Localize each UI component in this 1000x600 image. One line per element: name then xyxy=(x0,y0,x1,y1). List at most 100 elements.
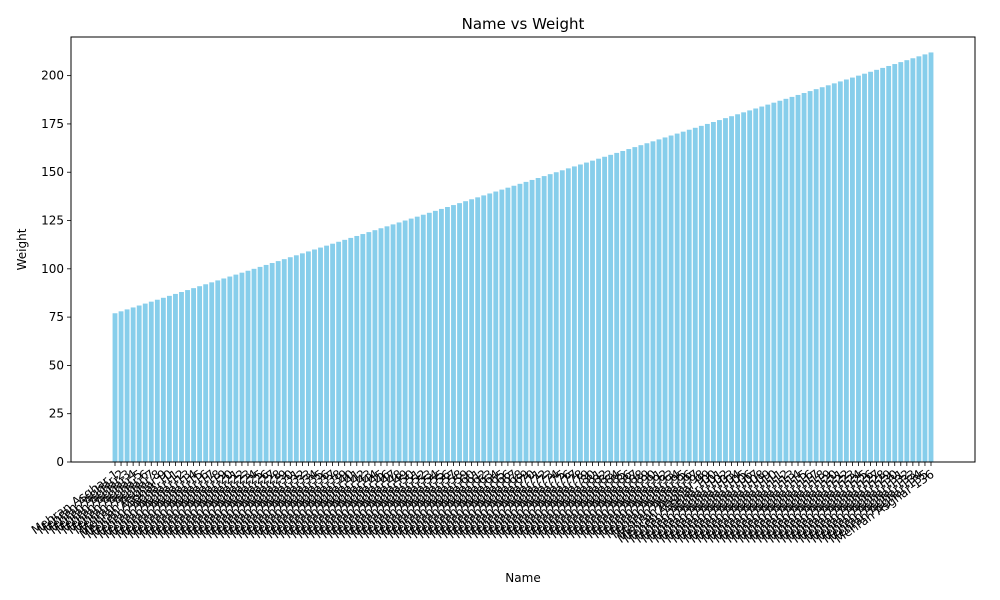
bar xyxy=(112,313,118,462)
bar xyxy=(753,108,759,462)
y-axis-label: Weight xyxy=(15,228,29,270)
bar xyxy=(596,158,601,462)
bar xyxy=(499,189,505,463)
bar xyxy=(559,170,565,463)
bar xyxy=(650,141,656,462)
bar xyxy=(306,251,311,462)
bar xyxy=(257,266,263,462)
bar xyxy=(481,195,487,462)
bar xyxy=(360,234,366,462)
bar xyxy=(154,299,160,462)
bar xyxy=(445,207,450,462)
bar xyxy=(118,311,124,462)
bar xyxy=(813,89,819,462)
y-tick-label: 0 xyxy=(56,455,64,469)
bar xyxy=(318,247,323,462)
bar xyxy=(487,193,493,463)
bar xyxy=(771,102,777,463)
bar xyxy=(281,259,287,462)
bar xyxy=(892,64,898,463)
bar xyxy=(868,71,873,463)
bar xyxy=(324,245,329,462)
bar xyxy=(221,278,227,462)
bar xyxy=(735,114,740,463)
bar xyxy=(451,205,456,462)
bar xyxy=(747,110,753,462)
y-tick-label: 75 xyxy=(49,310,64,324)
bar xyxy=(692,127,698,463)
bar xyxy=(856,75,861,462)
bar xyxy=(837,81,843,463)
y-tick-label: 200 xyxy=(41,69,64,83)
bar xyxy=(432,210,438,462)
bar xyxy=(916,56,922,462)
y-axis: 0 25 50 75 100 125 150 175 200 xyxy=(41,69,71,469)
bar xyxy=(578,164,583,462)
bar xyxy=(166,295,172,462)
bar xyxy=(801,93,807,463)
bar xyxy=(287,257,293,462)
y-tick-label: 100 xyxy=(41,262,64,276)
bar xyxy=(366,232,372,462)
bar xyxy=(656,139,662,462)
bar xyxy=(584,162,589,462)
bar xyxy=(928,52,934,462)
bar xyxy=(396,222,402,462)
bar xyxy=(493,191,499,463)
bar xyxy=(922,54,928,462)
bar xyxy=(626,149,632,463)
bar xyxy=(862,73,867,462)
bar xyxy=(819,87,825,462)
chart-title: Name vs Weight xyxy=(462,15,585,33)
bar xyxy=(886,65,892,462)
bar xyxy=(807,91,813,462)
y-tick-label: 150 xyxy=(41,165,64,179)
bar xyxy=(620,150,626,463)
bar xyxy=(777,100,783,462)
bar xyxy=(475,197,481,462)
bar xyxy=(233,274,239,462)
x-axis-label: Name xyxy=(505,571,540,585)
bar xyxy=(674,133,680,462)
bar xyxy=(904,60,910,463)
bar xyxy=(263,264,269,462)
bar xyxy=(390,224,396,462)
bar xyxy=(136,305,142,462)
bar xyxy=(384,226,390,462)
bar xyxy=(378,228,384,462)
bar xyxy=(251,268,257,462)
bar xyxy=(795,94,801,462)
bar xyxy=(336,241,342,462)
bar xyxy=(565,168,571,463)
bar xyxy=(372,230,378,462)
bar xyxy=(142,303,148,462)
bar xyxy=(402,220,408,462)
bar xyxy=(354,235,360,462)
bar xyxy=(505,187,511,462)
bar xyxy=(173,293,178,462)
bar xyxy=(729,116,734,462)
y-tick-label: 50 xyxy=(49,358,64,372)
bar xyxy=(831,83,837,463)
bar xyxy=(535,178,541,462)
bar xyxy=(414,216,420,462)
bar xyxy=(898,62,904,463)
bar xyxy=(632,147,638,463)
bar xyxy=(571,166,577,462)
bar xyxy=(698,125,704,463)
bar xyxy=(275,261,281,462)
bar xyxy=(874,69,880,462)
bar xyxy=(511,185,517,462)
bar xyxy=(269,263,275,462)
bar xyxy=(680,131,686,462)
bar xyxy=(523,181,529,462)
bar xyxy=(438,208,444,462)
bar xyxy=(602,156,608,462)
bar xyxy=(759,106,765,463)
bar xyxy=(590,160,595,462)
bars-group xyxy=(112,52,934,463)
bar xyxy=(426,212,432,462)
bar xyxy=(710,122,716,462)
